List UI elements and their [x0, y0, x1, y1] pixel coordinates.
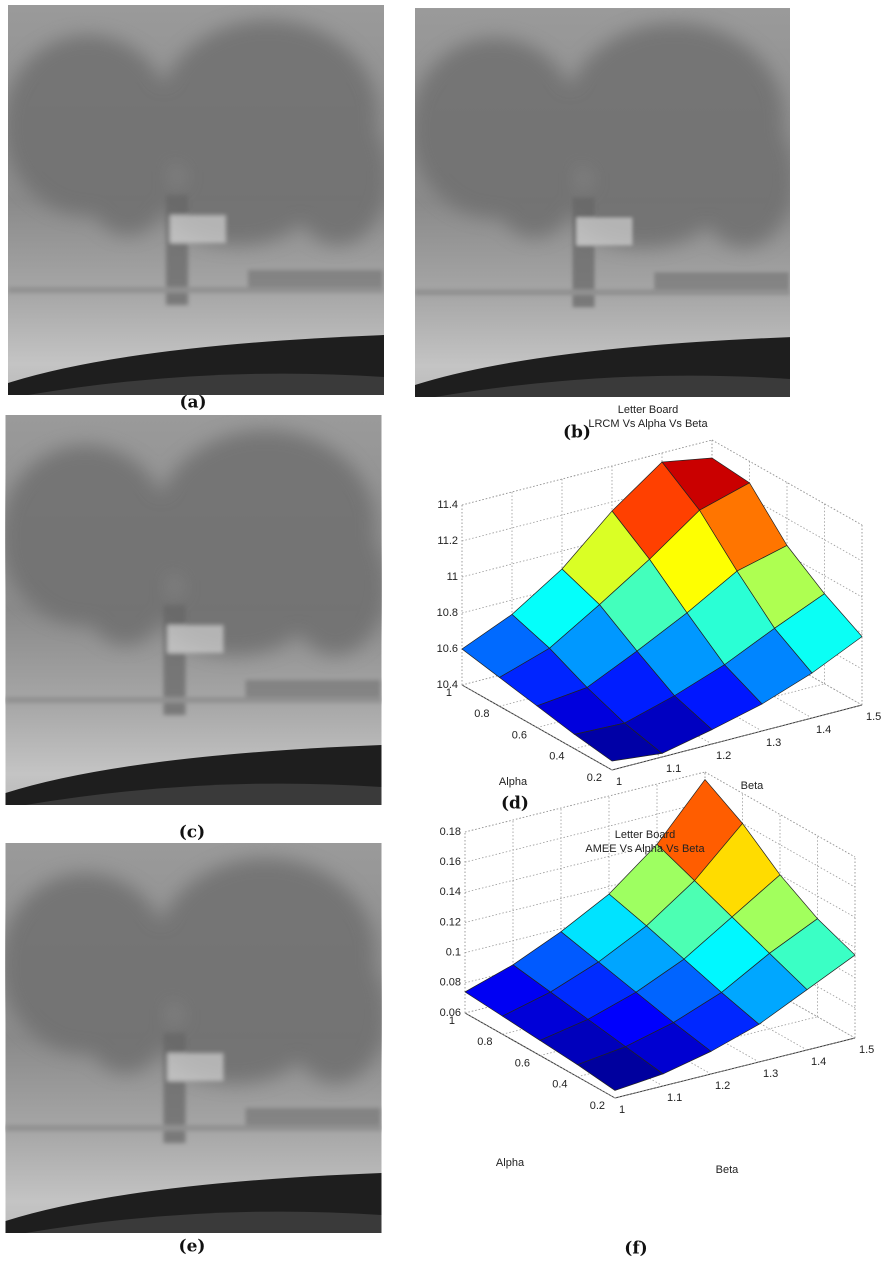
x-tick-label: 1.5 — [859, 1044, 874, 1056]
chart-title: Letter Board — [615, 829, 676, 841]
panel-label: (b) — [563, 423, 591, 443]
y-axis-label: Alpha — [499, 776, 528, 788]
panel-label: (d) — [501, 794, 529, 814]
photo-e — [1, 843, 386, 1233]
photo-b — [410, 8, 794, 397]
grid-line — [461, 684, 613, 771]
z-tick-label: 0.18 — [440, 826, 461, 838]
y-tick-label: 0.6 — [512, 729, 527, 741]
x-tick-label: 1.2 — [716, 750, 731, 762]
x-tick-label: 1.1 — [666, 763, 681, 775]
grid-line — [461, 547, 713, 614]
panel-label: (c) — [179, 823, 205, 843]
chart-title: AMEE Vs Alpha Vs Beta — [585, 843, 705, 855]
grid-line — [464, 771, 706, 833]
y-tick-label: 1 — [449, 1015, 455, 1027]
y-tick-label: 0.2 — [590, 1100, 605, 1112]
x-tick-label: 1 — [616, 776, 622, 788]
x-tick-label: 1.3 — [763, 1068, 778, 1080]
z-tick-label: 0.08 — [440, 977, 461, 989]
z-tick-label: 10.4 — [437, 679, 458, 691]
y-axis-label: Alpha — [496, 1157, 525, 1169]
y-tick-label: 0.8 — [474, 708, 489, 720]
x-tick-label: 1.2 — [715, 1080, 730, 1092]
z-tick-label: 0.14 — [440, 886, 461, 898]
grid-line — [611, 704, 863, 771]
z-tick-label: 0.06 — [440, 1007, 461, 1019]
z-tick-label: 10.8 — [437, 607, 458, 619]
x-tick-label: 1.5 — [866, 711, 881, 723]
x-axis-label: Beta — [741, 780, 765, 792]
z-tick-label: 11.4 — [437, 499, 458, 511]
z-tick-label: 0.1 — [446, 947, 461, 959]
grid-line — [461, 511, 713, 578]
y-tick-label: 0.4 — [552, 1079, 567, 1091]
photo-c — [1, 415, 386, 805]
y-tick-label: 0.6 — [515, 1057, 530, 1069]
y-tick-label: 0.8 — [477, 1036, 492, 1048]
grid-line — [464, 862, 706, 923]
grid-line — [464, 1012, 616, 1099]
grid-line — [464, 831, 706, 893]
x-tick-label: 1.4 — [811, 1056, 826, 1068]
grid-line — [614, 1037, 856, 1099]
panel-label: (a) — [179, 393, 206, 413]
x-tick-label: 1.4 — [816, 724, 831, 736]
photo-a — [3, 5, 388, 395]
z-tick-label: 11 — [447, 571, 458, 583]
panel-label: (f) — [624, 1239, 647, 1259]
y-tick-label: 0.2 — [587, 772, 602, 784]
panel-label: (e) — [179, 1237, 206, 1257]
chart-title: LRCM Vs Alpha Vs Beta — [588, 418, 708, 430]
grid-line — [704, 771, 856, 858]
chart-title: Letter Board — [618, 404, 679, 416]
grid-line — [461, 439, 713, 506]
z-tick-label: 11.2 — [437, 535, 458, 547]
y-tick-label: 1 — [446, 687, 452, 699]
z-tick-label: 0.16 — [440, 856, 461, 868]
grid-line — [464, 801, 706, 863]
x-tick-label: 1 — [619, 1104, 625, 1116]
x-tick-label: 1.3 — [766, 737, 781, 749]
y-tick-label: 0.4 — [549, 751, 564, 763]
grid-line — [711, 439, 863, 526]
z-tick-label: 10.6 — [437, 643, 458, 655]
surface-face — [573, 722, 663, 762]
x-tick-label: 1.1 — [667, 1092, 682, 1104]
grid-line — [461, 475, 713, 542]
surface-face — [576, 1046, 664, 1091]
z-tick-label: 0.12 — [440, 916, 461, 928]
x-axis-label: Beta — [716, 1164, 740, 1176]
